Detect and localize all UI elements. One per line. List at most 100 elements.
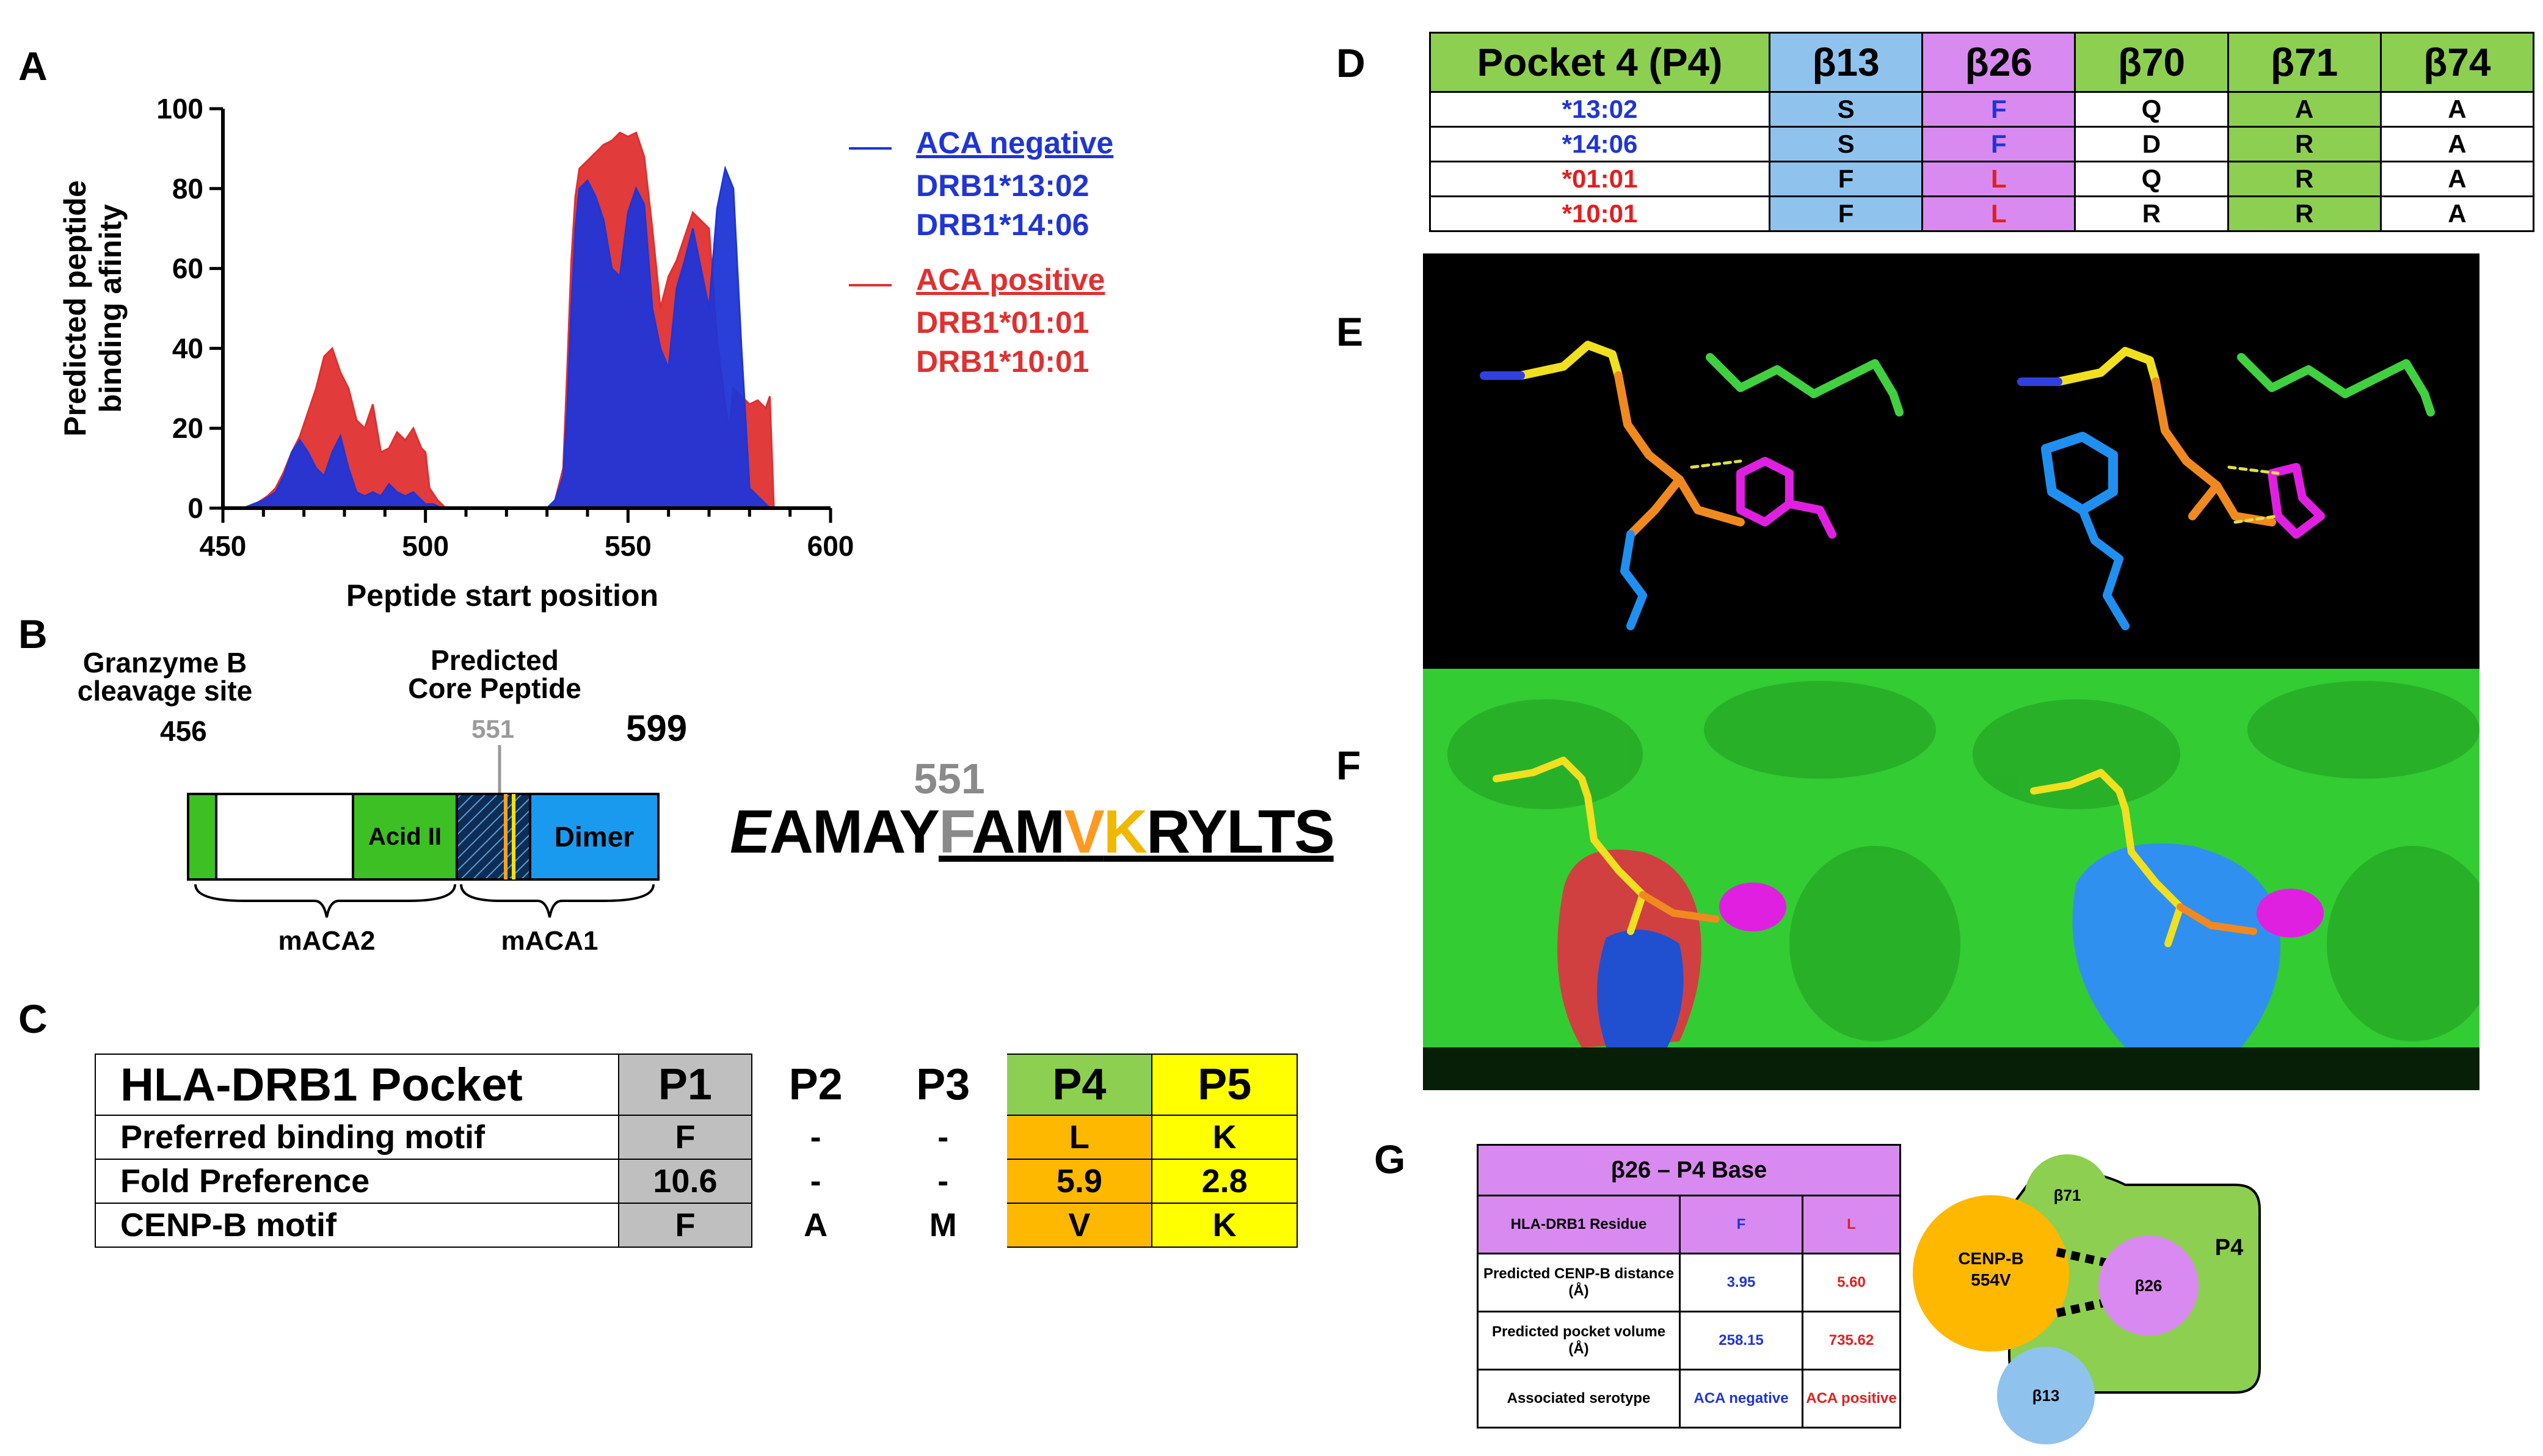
- table-cell: A: [2379, 126, 2535, 162]
- beta26-table: β26 – P4 Base HLA-DRB1 Residue F L Predi…: [1477, 1144, 1901, 1429]
- peptide-sequence: EAMAYFAMVKRYLTS: [730, 797, 1335, 867]
- pocket-left-blue: [1597, 930, 1684, 1047]
- table-header-cell: β26: [1921, 32, 2076, 93]
- core-highlight-yellow: [512, 794, 515, 879]
- position-456: 456: [160, 715, 207, 747]
- table-header-cell: P3: [878, 1054, 1008, 1116]
- table-cell: ACA positive: [1802, 1369, 1901, 1429]
- table-cell: F: [617, 1115, 753, 1160]
- dimer-label: Dimer: [555, 821, 634, 853]
- table-cell: -: [878, 1159, 1008, 1204]
- x-tick-label: 450: [200, 530, 247, 562]
- table-cell: F: [1921, 126, 2076, 162]
- b26-circle: [2098, 1236, 2199, 1336]
- table-cell: CENP-B motif: [95, 1203, 619, 1248]
- table-header-cell: β13: [1768, 32, 1924, 93]
- table-header-cell: β71: [2227, 32, 2382, 93]
- table-header-cell: P2: [751, 1054, 880, 1116]
- table-cell: Associated serotype: [1477, 1369, 1681, 1429]
- pocket-4-diagram: β71 P4 CENP-B 554V β26 β13: [1913, 1154, 2261, 1444]
- x-tick-label: 500: [402, 530, 449, 562]
- table-header-row: Pocket 4 (P4) β13 β26 β70 β71 β74: [1429, 32, 2535, 93]
- maca2-label: mACA2: [278, 926, 376, 956]
- core-peptide-hatch: [456, 793, 531, 881]
- binding-affinity-chart: 0 20 40 60 80 100 450 500 550 600 Peptide start po…: [58, 93, 854, 613]
- table-cell: S: [1768, 126, 1924, 162]
- table-cell: F: [1768, 195, 1924, 232]
- table-header-cell: P4: [1006, 1054, 1153, 1116]
- legend-positive-allele: DRB1*01:01: [916, 305, 1090, 340]
- table-title: β26 – P4 Base: [1477, 1144, 1901, 1196]
- table-row: Predicted pocket volume (Å) 258.15 735.6…: [1477, 1311, 1901, 1370]
- seq-f: F: [938, 798, 973, 866]
- surface-shading: [1447, 681, 2479, 1041]
- table-header-cell: P1: [617, 1054, 753, 1116]
- table-cell: R: [2227, 161, 2382, 197]
- allele-cell: *13:02: [1429, 91, 1770, 128]
- y-tick-label: 0: [187, 492, 203, 524]
- table-cell: 2.8: [1151, 1159, 1298, 1204]
- table-cell: R: [2227, 195, 2382, 232]
- x-axis-label: Peptide start position: [346, 578, 658, 613]
- table-row: Predicted CENP-B distance (Å) 3.95 5.60: [1477, 1253, 1901, 1312]
- table-cell: ACA negative: [1679, 1369, 1803, 1429]
- pocket-right: [2072, 843, 2280, 1047]
- table-cell: Q: [2074, 161, 2229, 197]
- table-cell: Predicted pocket volume (Å): [1477, 1311, 1681, 1370]
- table-cell: A: [751, 1203, 880, 1248]
- legend-negative-allele: DRB1*14:06: [916, 208, 1090, 242]
- allele-cell: *10:01: [1429, 195, 1770, 232]
- table-header-row: HLA-DRB1 Residue F L: [1477, 1195, 1901, 1254]
- panel-label-g: G: [1374, 1137, 1406, 1182]
- table-cell: F: [617, 1203, 753, 1248]
- seq-e: E: [730, 798, 771, 866]
- table-cell: Preferred binding motif: [95, 1115, 619, 1160]
- table-cell: A: [2379, 91, 2535, 128]
- table-header-cell: Pocket 4 (P4): [1429, 32, 1770, 93]
- panel-label-b: B: [18, 611, 48, 657]
- molecular-structure-renders: [1423, 253, 2479, 1090]
- table-cell: -: [751, 1159, 880, 1204]
- b71-label: β71: [2054, 1186, 2081, 1204]
- table-cell: R: [2074, 195, 2229, 232]
- position-551: 551: [471, 715, 515, 743]
- magenta-residue-right: [2257, 889, 2324, 937]
- table-title-row: β26 – P4 Base: [1477, 1144, 1901, 1196]
- table-header-cell: β70: [2074, 32, 2229, 93]
- legend-negative-title: ACA negative: [916, 126, 1114, 160]
- seq-v: V: [1064, 798, 1105, 866]
- table-cell: -: [878, 1115, 1008, 1160]
- table-header-cell: HLA-DRB1 Pocket: [95, 1054, 619, 1116]
- legend-negative-line: [849, 147, 892, 150]
- panel-label-a: A: [18, 43, 48, 89]
- x-tick-label: 600: [807, 530, 854, 562]
- table-row: *13:02 S F Q A A: [1429, 91, 2535, 128]
- table-row: CENP-B motif F A M V K: [95, 1203, 1298, 1248]
- table-cell: F: [1768, 161, 1924, 197]
- sequence-position-551: 551: [914, 755, 985, 803]
- granzyme-segment: [187, 793, 217, 881]
- table-cell: V: [1006, 1203, 1153, 1248]
- table-cell: 10.6: [617, 1159, 753, 1204]
- y-tick-label: 100: [156, 93, 203, 125]
- position-599: 599: [626, 708, 688, 749]
- table-cell: 258.15: [1679, 1311, 1803, 1370]
- table-cell: Q: [2074, 91, 2229, 128]
- y-tick-label: 60: [172, 253, 203, 285]
- legend-negative-allele: DRB1*13:02: [916, 169, 1090, 203]
- contact-line: [2056, 1248, 2114, 1269]
- table-cell: D: [2074, 126, 2229, 162]
- cenpb-circle: [1913, 1195, 2069, 1352]
- seq-am: AM: [971, 798, 1066, 866]
- table-cell: R: [2227, 126, 2382, 162]
- maca1-label: mACA1: [501, 926, 598, 956]
- table-cell: F: [1921, 91, 2076, 128]
- b13-circle: [1997, 1347, 2095, 1444]
- table-cell: 735.62: [1802, 1311, 1901, 1370]
- x-tick-label: 550: [605, 530, 652, 562]
- legend-positive-line: [849, 284, 892, 286]
- b13-label: β13: [2032, 1386, 2060, 1405]
- white-segment: [215, 793, 354, 881]
- pocket-table: HLA-DRB1 Pocket P1 P2 P3 P4 P5 Preferred…: [95, 1054, 1298, 1248]
- y-tick-label: 40: [172, 332, 203, 364]
